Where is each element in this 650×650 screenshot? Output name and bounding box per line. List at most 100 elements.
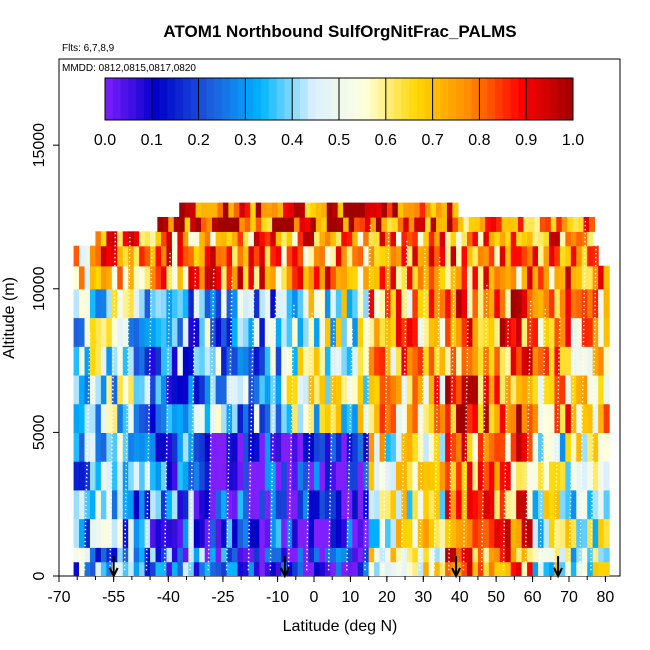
heatmap-cell <box>270 432 277 462</box>
heatmap-cell <box>308 317 315 347</box>
heatmap-cell <box>297 518 304 548</box>
heatmap-cell <box>297 346 304 376</box>
heatmap-cell <box>375 202 382 218</box>
arrow-marker-head <box>279 567 290 579</box>
heatmap-cell <box>401 265 408 290</box>
heatmap-cell <box>499 265 506 290</box>
heatmap-cell <box>357 265 364 290</box>
heatmap-cell <box>543 245 550 267</box>
heatmap-cell <box>494 317 501 347</box>
heatmap-cell <box>171 317 178 347</box>
heatmap-cell <box>117 374 124 405</box>
heatmap-cell <box>359 216 366 232</box>
x-tick-label: -25 <box>211 589 234 606</box>
heatmap-cell <box>603 403 610 433</box>
heatmap-cell <box>286 288 293 319</box>
heatmap-cell <box>532 489 539 520</box>
heatmap-cell <box>314 346 321 376</box>
heatmap-cell <box>275 317 282 347</box>
heatmap-cell <box>128 547 135 563</box>
heatmap-cell <box>412 374 419 405</box>
heatmap-cell <box>281 317 288 347</box>
heatmap-cell <box>428 432 435 462</box>
heatmap-cell <box>346 346 353 376</box>
heatmap-cell <box>488 489 495 520</box>
colorbar-swatch <box>159 78 168 120</box>
heatmap-cell <box>576 489 583 520</box>
heatmap-cell <box>554 231 561 247</box>
heatmap-cell <box>488 346 495 376</box>
dates-label: MMDD: 0812,0815,0817,0820 <box>62 63 196 74</box>
heatmap-cell <box>303 317 310 347</box>
heatmap-cell <box>352 265 359 290</box>
heatmap-cell <box>417 265 424 290</box>
heatmap-cell <box>363 231 370 247</box>
heatmap-cell <box>352 403 359 433</box>
heatmap-cell <box>532 265 539 290</box>
heatmap-cell <box>95 374 102 405</box>
heatmap-cell <box>346 561 353 576</box>
heatmap-cell <box>139 317 146 347</box>
heatmap-cell <box>390 461 397 491</box>
heatmap-cell <box>456 518 463 548</box>
heatmap-cell <box>450 518 457 548</box>
heatmap-cell <box>395 346 403 376</box>
colorbar-swatch <box>206 78 215 120</box>
heatmap-cell <box>510 288 517 319</box>
heatmap-cell <box>483 461 490 491</box>
heatmap-cell <box>157 216 164 232</box>
heatmap-cell <box>155 245 162 267</box>
heatmap-cell <box>210 245 217 267</box>
heatmap-cell <box>73 265 80 290</box>
heatmap-cell <box>467 317 474 347</box>
heatmap-cell <box>286 245 293 267</box>
heatmap-cell <box>275 265 282 290</box>
heatmap-cell <box>253 231 260 247</box>
heatmap-cell <box>505 288 512 319</box>
heatmap-cell <box>483 346 490 376</box>
heatmap-cell <box>292 245 299 267</box>
heatmap-cell <box>472 317 479 347</box>
heatmap-cell <box>357 346 364 376</box>
heatmap-cell <box>204 288 211 319</box>
arrow-marker-head <box>553 567 563 579</box>
heatmap-cell <box>395 231 403 247</box>
heatmap-cell <box>370 216 377 232</box>
heatmap-cell <box>128 317 135 347</box>
heatmap-cell <box>182 374 189 405</box>
heatmap-cell <box>445 288 452 319</box>
heatmap-cell <box>423 317 430 347</box>
heatmap-cell <box>111 489 118 520</box>
heatmap-cell <box>144 561 151 576</box>
y-tick-label: 5000 <box>31 414 48 450</box>
heatmap-cell <box>128 403 135 433</box>
heatmap-cell <box>548 403 556 433</box>
heatmap-cell <box>324 346 331 376</box>
heatmap-cell <box>264 374 271 405</box>
heatmap-cell <box>221 403 228 433</box>
heatmap-cell <box>576 547 583 563</box>
heatmap-cell <box>193 374 200 405</box>
heatmap-cell <box>395 561 403 576</box>
heatmap-cell <box>144 547 151 563</box>
heatmap-cell <box>494 403 501 433</box>
heatmap-cell <box>505 432 512 462</box>
heatmap-cell <box>434 561 441 576</box>
heatmap-cell <box>488 561 495 576</box>
heatmap-cell <box>392 202 399 218</box>
heatmap-cell <box>592 518 599 548</box>
colorbar-swatch <box>463 78 473 120</box>
heatmap-cell <box>299 202 306 218</box>
heatmap-cell <box>374 461 381 491</box>
heatmap-cell <box>352 288 359 319</box>
heatmap-cell <box>264 288 271 319</box>
heatmap-cell <box>215 403 222 433</box>
heatmap-cell <box>330 489 337 520</box>
heatmap-cell <box>423 461 430 491</box>
heatmap-cell <box>499 432 506 462</box>
heatmap-cell <box>232 518 239 548</box>
heatmap-cell <box>565 547 572 563</box>
heatmap-cell <box>319 265 326 290</box>
heatmap-cell <box>210 547 217 563</box>
flights-label: Flts: 6,7,8,9 <box>62 43 115 54</box>
